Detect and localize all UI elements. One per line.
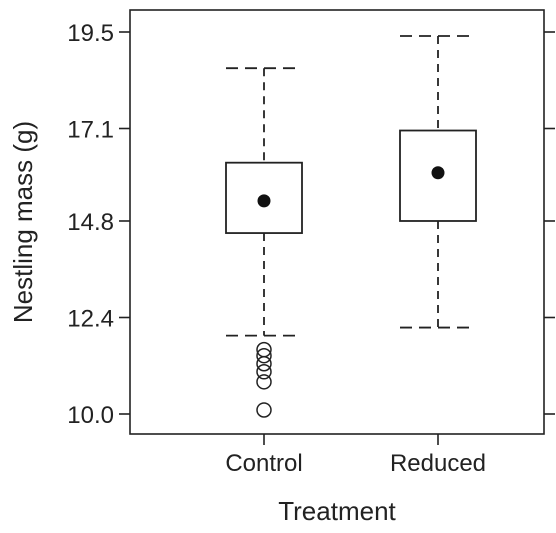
y-tick-label: 12.4: [67, 305, 114, 332]
x-axis-title: Treatment: [278, 496, 396, 526]
outlier-point: [256, 355, 272, 372]
box-reduced: [399, 35, 477, 329]
y-tick-label: 19.5: [67, 20, 114, 47]
outlier-point: [256, 341, 272, 358]
x-axis: Control Reduced: [225, 434, 486, 477]
y-tick-label: 14.8: [67, 209, 114, 236]
y-tick-label: 17.1: [67, 117, 114, 144]
outlier-point: [256, 364, 272, 380]
x-tick-label: Control: [225, 450, 302, 477]
plot-frame: [129, 9, 545, 435]
y-axis: 19.5 17.1 14.8 12.4 10.0: [67, 20, 555, 429]
x-tick-label: Reduced: [390, 450, 486, 477]
y-axis-title: Nestling mass (g): [8, 121, 38, 323]
outlier-point: [256, 402, 272, 418]
mean-point: [257, 194, 271, 208]
outlier-point: [256, 374, 272, 390]
y-tick-label: 10.0: [67, 402, 114, 429]
outlier-point: [256, 347, 272, 364]
boxes-group: [225, 35, 477, 418]
mean-point: [431, 166, 445, 180]
box-control: [225, 67, 303, 418]
